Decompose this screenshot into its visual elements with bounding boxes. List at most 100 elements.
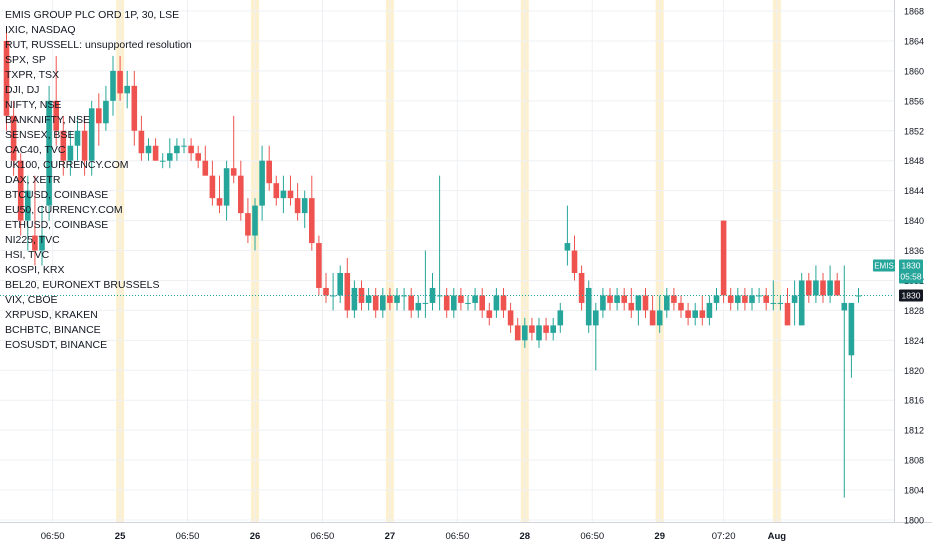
time-tick-label: 06:50 — [176, 531, 200, 542]
candle-body — [230, 168, 237, 176]
compare-symbol-item[interactable]: BTCUSD, COINBASE — [5, 189, 109, 201]
candle-body — [791, 295, 798, 303]
candle-body — [777, 302, 784, 304]
candle-body — [848, 302, 855, 356]
candle-body — [443, 295, 450, 311]
candle-body — [436, 295, 443, 297]
candle-body — [635, 295, 642, 311]
candle-body — [358, 287, 365, 303]
compare-symbol-item[interactable]: DAX, XETR — [5, 174, 61, 186]
compare-symbol-item[interactable]: IXIC, NASDAQ — [5, 24, 76, 36]
compare-symbol-item[interactable]: BEL20, EURONEXT BRUSSELS — [5, 279, 160, 291]
candle-body — [493, 295, 500, 311]
price-tick-label: 1804 — [904, 486, 924, 496]
compare-symbol-item[interactable]: VIX, CBOE — [5, 294, 58, 306]
candle-body — [372, 295, 379, 311]
candle-body — [351, 287, 358, 311]
candle-body — [458, 295, 464, 303]
candle-body — [585, 287, 592, 326]
compare-symbol-item[interactable]: SPX, SP — [5, 54, 46, 66]
candle-body — [834, 280, 840, 296]
candle-body — [181, 145, 187, 147]
compare-symbol-item[interactable]: TXPR, TSX — [5, 69, 60, 81]
candle-body — [500, 295, 507, 311]
candle-body — [827, 280, 833, 296]
compare-symbol-item[interactable]: KOSPI, KRX — [5, 264, 65, 276]
candle-body — [387, 295, 393, 303]
candle-body — [607, 295, 613, 303]
candle-body — [53, 100, 59, 131]
candle-body — [522, 325, 528, 341]
candles — [3, 25, 862, 498]
candle-body — [550, 325, 556, 333]
price-tick-label: 1800 — [904, 516, 924, 526]
candle-body — [806, 280, 812, 296]
candle-body — [692, 310, 698, 318]
grid-lines — [0, 0, 894, 522]
candle-body — [17, 160, 24, 221]
candle-body — [60, 130, 67, 161]
compare-symbol-item[interactable]: ETHUSD, COINBASE — [5, 219, 109, 231]
candle-body — [88, 108, 95, 161]
session-bands — [116, 0, 781, 522]
compare-symbol-item[interactable]: UK100, CURRENCY.COM — [5, 159, 129, 171]
candle-body — [394, 295, 400, 303]
price-tick-label: 1824 — [904, 336, 924, 346]
candle-body — [124, 85, 130, 94]
price-tick-label: 1864 — [904, 36, 924, 46]
last-price-badge-bg — [899, 289, 923, 302]
time-tick-label: 25 — [115, 531, 126, 542]
time-axis[interactable]: 06:50 25 06:50 26 06:50 27 06:50 28 06:50 29 07:20… — [41, 531, 787, 542]
price-tick-label: 1840 — [904, 216, 924, 226]
time-tick-label: 07:20 — [712, 531, 736, 542]
candle-body — [578, 272, 585, 303]
candle-body — [259, 160, 265, 206]
candle-body — [727, 295, 734, 303]
candle-body — [671, 295, 677, 303]
compare-symbol-item[interactable]: CAC40, TVC — [5, 144, 66, 156]
candle-body — [422, 302, 429, 304]
compare-symbol-item[interactable]: HSI, TVC — [5, 249, 50, 261]
compare-symbol-item[interactable]: SENSEX, BSE — [5, 129, 75, 141]
time-tick-label: Aug — [768, 531, 787, 542]
compare-symbol-item[interactable]: XRPUSD, KRAKEN — [5, 309, 98, 321]
candle-body — [742, 295, 748, 303]
candle-body — [67, 145, 74, 161]
symbol-title[interactable]: EMIS GROUP PLC ORD 1P, 30, LSE — [5, 9, 180, 21]
candle-body — [720, 220, 727, 296]
candle-body — [749, 295, 755, 303]
candle-body — [735, 295, 741, 303]
compare-symbol-item[interactable]: EOSUSDT, BINANCE — [5, 339, 108, 351]
compare-symbol-item[interactable]: BCHBTC, BINANCE — [5, 324, 101, 336]
compare-symbol-item[interactable]: RUT, RUSSELL: unsupported resolution — [5, 39, 192, 51]
candle-body — [3, 40, 10, 116]
candle-body — [465, 302, 471, 304]
price-badge-price: 1830 — [902, 260, 921, 270]
compare-symbol-item[interactable]: NIFTY, NSE — [5, 99, 62, 111]
time-tick-label: 06:50 — [580, 531, 604, 542]
candle-body — [685, 310, 691, 318]
candle-body — [32, 235, 38, 251]
compare-symbol-item[interactable]: DJI, DJ — [5, 84, 40, 96]
price-tick-label: 1852 — [904, 126, 924, 136]
compare-symbol-item[interactable]: NI225, TVC — [5, 234, 60, 246]
candle-body — [337, 272, 343, 296]
compare-symbol-item[interactable]: BANKNIFTY, NSE — [5, 114, 90, 126]
candle-body — [451, 295, 457, 311]
price-tick-label: 1848 — [904, 156, 924, 166]
candle-body — [678, 302, 684, 311]
candle-body — [621, 295, 627, 303]
time-tick-label: 06:50 — [445, 531, 469, 542]
price-tick-label: 1828 — [904, 306, 924, 316]
candle-body — [195, 153, 201, 161]
candle-body — [536, 325, 542, 341]
candle-body — [273, 183, 280, 199]
candle-body — [117, 70, 123, 94]
candle-body — [96, 108, 102, 124]
price-tick-label: 1868 — [904, 7, 924, 17]
compare-symbol-item[interactable]: EU50, CURRENCY.COM — [5, 204, 123, 216]
candle-body — [401, 295, 407, 297]
price-tick-label: 1812 — [904, 426, 924, 436]
candle-body — [529, 325, 535, 333]
